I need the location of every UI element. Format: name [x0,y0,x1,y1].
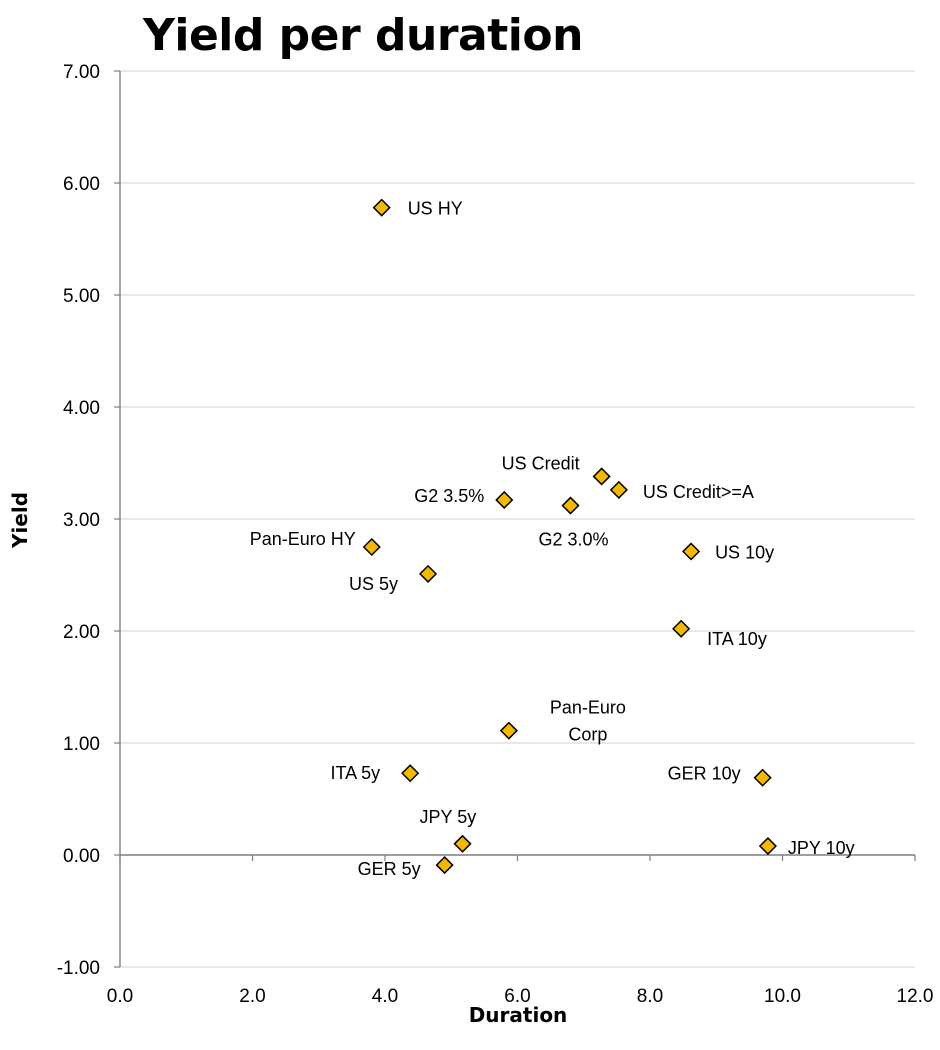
y-tick-label: 4.00 [63,398,100,419]
y-axis-title: Yield [8,492,32,549]
data-point [372,198,391,217]
data-point [453,834,472,853]
y-tick-label: 3.00 [63,510,100,531]
axes: -1.00 0.00 1.00 2.00 3.00 4.00 5.00 6.00 7.00 0.0… [57,62,934,1007]
y-tick-label: 1.00 [63,734,100,755]
point-label: US 10y [715,542,774,562]
x-tick-label: 8.0 [637,986,663,1007]
data-point [435,856,454,875]
point-label: JPY 5y [420,807,477,827]
point-label: JPY 10y [788,838,855,858]
point-label: US HY [408,199,463,219]
point-label: ITA 5y [330,763,380,783]
gridlines [120,70,915,968]
point-label: US 5y [349,574,398,594]
data-point [609,480,628,499]
y-tick-label: 0.00 [63,846,100,867]
point-label: ITA 10y [707,629,767,649]
data-point [499,721,518,740]
point-label: US Credit [502,453,580,473]
point-label: Pan-Euro HY [250,529,356,549]
data-point [561,496,580,515]
point-label: G2 3.5% [414,486,484,506]
x-tick-label: 12.0 [897,986,934,1007]
data-point [419,564,438,583]
point-labels: US HY US Credit US Credit>=A G2 3.5% G2 3.0%… [250,199,855,879]
point-label: GER 5y [358,859,421,879]
y-tick-label: 7.00 [63,62,100,83]
point-label: Corp [568,725,607,745]
y-tick-label: -1.00 [57,958,100,979]
x-tick-label: 0.0 [107,986,133,1007]
chart-title: Yield per duration [143,10,583,61]
x-tick-label: 6.0 [504,986,530,1007]
y-tick-label: 2.00 [63,622,100,643]
x-tick-label: 10.0 [764,986,801,1007]
data-point [753,768,772,787]
data-point [592,467,611,486]
y-tick-label: 5.00 [63,286,100,307]
data-point [672,619,691,638]
point-label: Pan-Euro [550,698,626,718]
data-point [758,836,777,856]
data-point [495,490,514,510]
data-point [401,764,420,783]
point-label: G2 3.0% [539,530,609,550]
x-tick-label: 4.0 [372,986,398,1007]
point-label: GER 10y [668,764,741,784]
data-points [362,198,777,875]
data-point [362,537,381,557]
data-point [682,542,701,561]
x-tick-label: 2.0 [239,986,265,1007]
y-tick-label: 6.00 [63,174,100,195]
x-axis-title: Duration [469,1003,568,1027]
point-label: US Credit>=A [643,482,754,502]
